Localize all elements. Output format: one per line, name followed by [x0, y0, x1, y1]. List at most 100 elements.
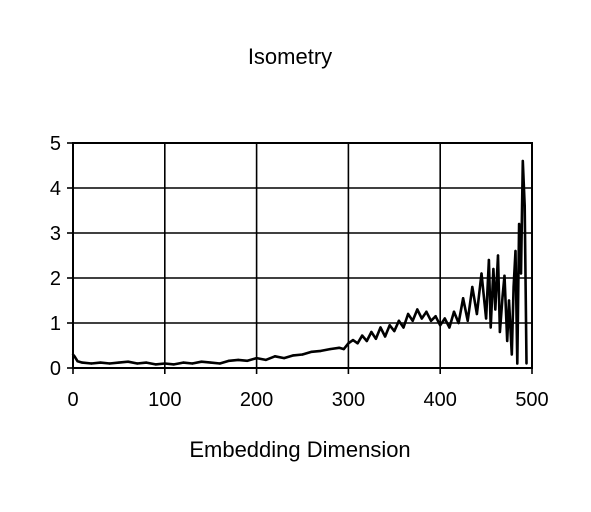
- data-point: [521, 159, 525, 163]
- data-point: [90, 362, 93, 365]
- data-point: [71, 353, 75, 356]
- data-point: [475, 312, 479, 316]
- data-point: [434, 315, 437, 318]
- data-point: [519, 272, 523, 275]
- data-point: [365, 339, 368, 343]
- series-layer: [71, 159, 528, 366]
- data-point: [494, 308, 497, 311]
- chart-title: Isometry: [248, 44, 332, 69]
- series-line: [71, 159, 528, 366]
- data-point: [126, 360, 130, 363]
- data-point: [172, 363, 176, 366]
- data-point: [282, 356, 286, 360]
- data-point: [154, 363, 157, 366]
- data-point: [200, 360, 203, 363]
- data-point: [406, 312, 410, 316]
- data-point: [525, 362, 528, 365]
- data-point: [501, 294, 504, 298]
- data-point: [425, 310, 428, 313]
- data-point: [397, 319, 401, 322]
- y-tick-label: 3: [50, 223, 61, 245]
- data-point: [136, 362, 139, 365]
- data-point: [457, 321, 460, 325]
- data-point: [360, 334, 364, 337]
- data-point: [443, 317, 446, 320]
- data-point: [310, 350, 313, 353]
- data-point: [507, 299, 511, 302]
- data-point: [237, 358, 240, 362]
- data-point: [471, 285, 474, 289]
- data-point: [517, 222, 521, 226]
- data-point: [466, 319, 469, 322]
- data-point: [411, 319, 414, 322]
- data-point: [448, 326, 451, 329]
- data-point: [514, 249, 517, 253]
- data-point: [379, 326, 382, 329]
- x-tick-label: 500: [515, 389, 548, 411]
- data-point: [328, 347, 332, 351]
- grid-lines: [72, 142, 533, 369]
- x-axis-title: Embedding Dimension: [189, 437, 410, 462]
- data-point: [356, 342, 359, 345]
- data-point: [227, 359, 231, 362]
- data-point: [347, 342, 350, 345]
- data-point: [516, 362, 519, 365]
- data-point: [181, 361, 185, 364]
- data-point: [393, 329, 396, 333]
- data-point: [461, 297, 465, 300]
- data-point: [76, 360, 79, 363]
- data-point: [145, 361, 148, 364]
- data-point: [218, 362, 222, 365]
- data-point: [338, 346, 341, 349]
- data-point: [523, 204, 526, 208]
- y-tick-label: 5: [50, 133, 61, 155]
- data-point: [191, 362, 194, 365]
- data-point: [264, 358, 267, 362]
- data-point: [383, 335, 387, 338]
- data-point: [370, 330, 373, 334]
- data-point: [99, 361, 102, 364]
- data-point: [374, 337, 378, 340]
- x-tick-label: 400: [424, 389, 457, 411]
- data-point: [117, 361, 121, 364]
- data-point: [319, 349, 323, 353]
- data-point: [351, 338, 355, 342]
- data-point: [273, 355, 277, 358]
- data-point: [388, 324, 391, 327]
- y-tick-label: 4: [50, 178, 61, 200]
- data-point: [496, 254, 500, 257]
- x-tick-label: 200: [240, 389, 273, 411]
- y-tick-label: 0: [50, 358, 61, 380]
- x-axis-ticks: 0 100 200 300 400 500: [67, 368, 549, 411]
- data-point: [506, 339, 509, 343]
- data-point: [342, 347, 346, 351]
- data-point: [108, 362, 111, 365]
- data-point: [492, 267, 495, 271]
- data-point: [480, 272, 483, 275]
- data-point: [487, 258, 491, 262]
- x-tick-label: 100: [148, 389, 181, 411]
- x-tick-label: 300: [332, 389, 365, 411]
- data-point: [209, 361, 212, 364]
- data-point: [292, 354, 295, 357]
- data-point: [512, 285, 515, 289]
- y-tick-label: 2: [50, 268, 61, 290]
- data-point: [301, 353, 304, 356]
- data-point: [439, 324, 442, 327]
- y-tick-label: 1: [50, 313, 61, 335]
- data-point: [246, 359, 249, 362]
- data-point: [73, 355, 77, 358]
- data-point: [489, 326, 492, 329]
- data-point: [420, 317, 424, 320]
- data-point: [416, 308, 419, 311]
- data-point: [510, 353, 514, 356]
- data-point: [452, 310, 456, 313]
- data-point: [503, 274, 506, 277]
- data-point: [80, 361, 84, 364]
- plot-frame: [72, 142, 533, 369]
- x-tick-label: 0: [67, 389, 78, 411]
- data-point: [498, 330, 502, 334]
- data-point: [163, 362, 166, 365]
- data-point: [484, 317, 488, 320]
